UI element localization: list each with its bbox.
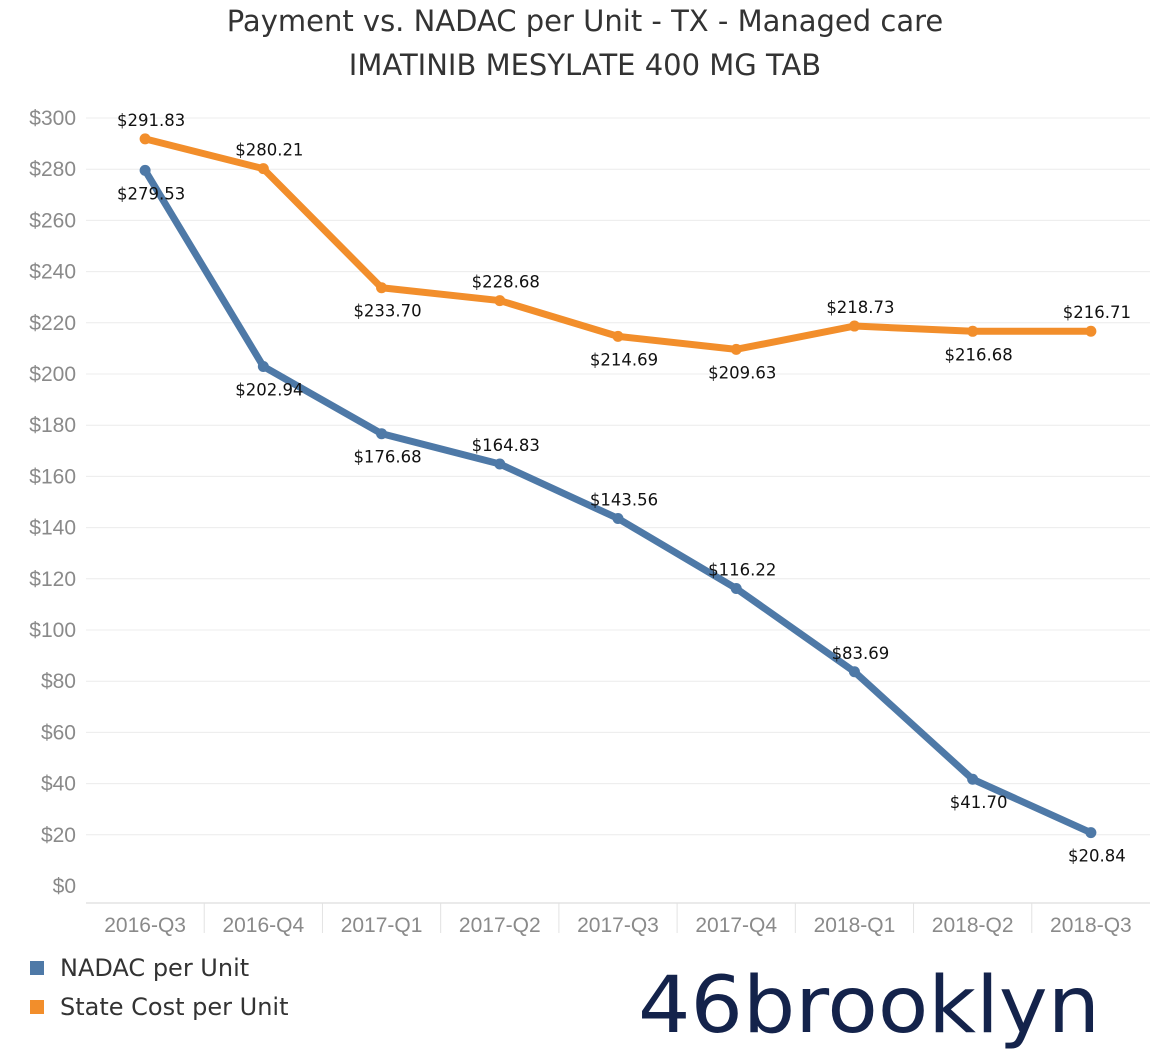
legend-label-nadac: NADAC per Unit [60, 954, 250, 982]
legend-item-nadac[interactable]: NADAC per Unit [30, 954, 249, 982]
data-label: $280.21 [235, 141, 303, 160]
y-tick-label: $60 [41, 721, 76, 744]
data-label: $218.73 [826, 298, 894, 317]
svg-text:46brooklyn: 46brooklyn [638, 961, 1100, 1050]
legend-swatch-nadac [30, 961, 44, 975]
chart-subtitle: IMATINIB MESYLATE 400 MG TAB [348, 48, 822, 82]
y-tick-label: $260 [29, 209, 76, 232]
y-tick-label: $200 [29, 363, 76, 386]
grid-lines [86, 117, 1150, 836]
data-labels: $279.53 $202.94 $176.68 $164.83 $143.56 $116.… [117, 111, 1131, 866]
y-tick-label: $0 [53, 875, 76, 898]
data-point[interactable] [494, 458, 506, 470]
y-tick-label: $20 [41, 824, 76, 847]
data-point[interactable] [848, 666, 860, 678]
data-point[interactable] [967, 773, 979, 785]
data-point[interactable] [967, 325, 979, 337]
data-label: $233.70 [353, 302, 421, 321]
data-label: $164.83 [472, 436, 540, 455]
y-tick-label: $40 [41, 773, 76, 796]
data-label: $228.68 [472, 273, 540, 292]
series-line[interactable] [141, 135, 1095, 353]
data-point[interactable] [257, 360, 269, 372]
series-lines [139, 133, 1097, 839]
data-label: $279.53 [117, 184, 185, 203]
y-tick-label: $220 [29, 312, 76, 335]
data-label: $291.83 [117, 111, 185, 130]
data-label: $41.70 [950, 793, 1008, 812]
data-point[interactable] [730, 343, 742, 355]
x-tick-label: 2017-Q2 [459, 914, 541, 937]
y-tick-label: $300 [29, 107, 76, 130]
legend-label-state-cost: State Cost per Unit [60, 993, 289, 1021]
data-point[interactable] [139, 133, 151, 145]
chart-title: Payment vs. NADAC per Unit - TX - Manage… [226, 4, 944, 38]
data-point[interactable] [612, 512, 624, 524]
data-label: $216.68 [945, 345, 1013, 364]
data-label: $214.69 [590, 350, 658, 369]
data-point[interactable] [257, 163, 269, 175]
data-point[interactable] [494, 295, 506, 307]
x-tick-label: 2018-Q1 [814, 914, 896, 937]
data-label: $20.84 [1068, 847, 1126, 866]
x-axis: 2016-Q3 2016-Q4 2017-Q1 2017-Q2 2017-Q3 2017-… [86, 902, 1150, 937]
data-point[interactable] [612, 330, 624, 342]
x-tick-label: 2018-Q3 [1050, 914, 1132, 937]
y-tick-label: $280 [29, 158, 76, 181]
data-label: $143.56 [590, 490, 658, 509]
x-tick-label: 2018-Q2 [932, 914, 1014, 937]
data-label: $116.22 [708, 560, 776, 579]
data-label: $83.69 [832, 644, 890, 663]
y-tick-label: $240 [29, 261, 76, 284]
y-axis: $0 $20 $40 $60 $80 $100 $120 $140 $160 $180 $200 $2… [29, 107, 76, 898]
data-point[interactable] [139, 164, 151, 176]
x-tick-label: 2017-Q3 [577, 914, 659, 937]
data-point[interactable] [730, 582, 742, 594]
y-tick-label: $140 [29, 517, 76, 540]
legend-swatch-state-cost [30, 1000, 44, 1014]
data-point[interactable] [376, 428, 388, 440]
x-tick-label: 2017-Q4 [695, 914, 777, 937]
x-tick-label: 2016-Q3 [104, 914, 186, 937]
y-tick-label: $160 [29, 465, 76, 488]
data-point[interactable] [1085, 827, 1097, 839]
data-label: $216.71 [1063, 303, 1131, 322]
data-point[interactable] [848, 320, 860, 332]
y-tick-label: $180 [29, 414, 76, 437]
x-tick-label: 2017-Q1 [341, 914, 423, 937]
brand-logo: 46brooklyn [638, 961, 1100, 1050]
data-label: $209.63 [708, 363, 776, 382]
data-label: $176.68 [353, 448, 421, 467]
x-tick-label: 2016-Q4 [222, 914, 304, 937]
y-tick-label: $80 [41, 670, 76, 693]
line-chart: $0 $20 $40 $60 $80 $100 $120 $140 $160 $180 $200 $2… [29, 107, 1150, 937]
data-point[interactable] [1085, 325, 1097, 337]
y-tick-label: $100 [29, 619, 76, 642]
data-point[interactable] [376, 282, 388, 294]
legend-item-state-cost[interactable]: State Cost per Unit [30, 993, 289, 1021]
y-tick-label: $120 [29, 568, 76, 591]
data-label: $202.94 [235, 380, 303, 399]
